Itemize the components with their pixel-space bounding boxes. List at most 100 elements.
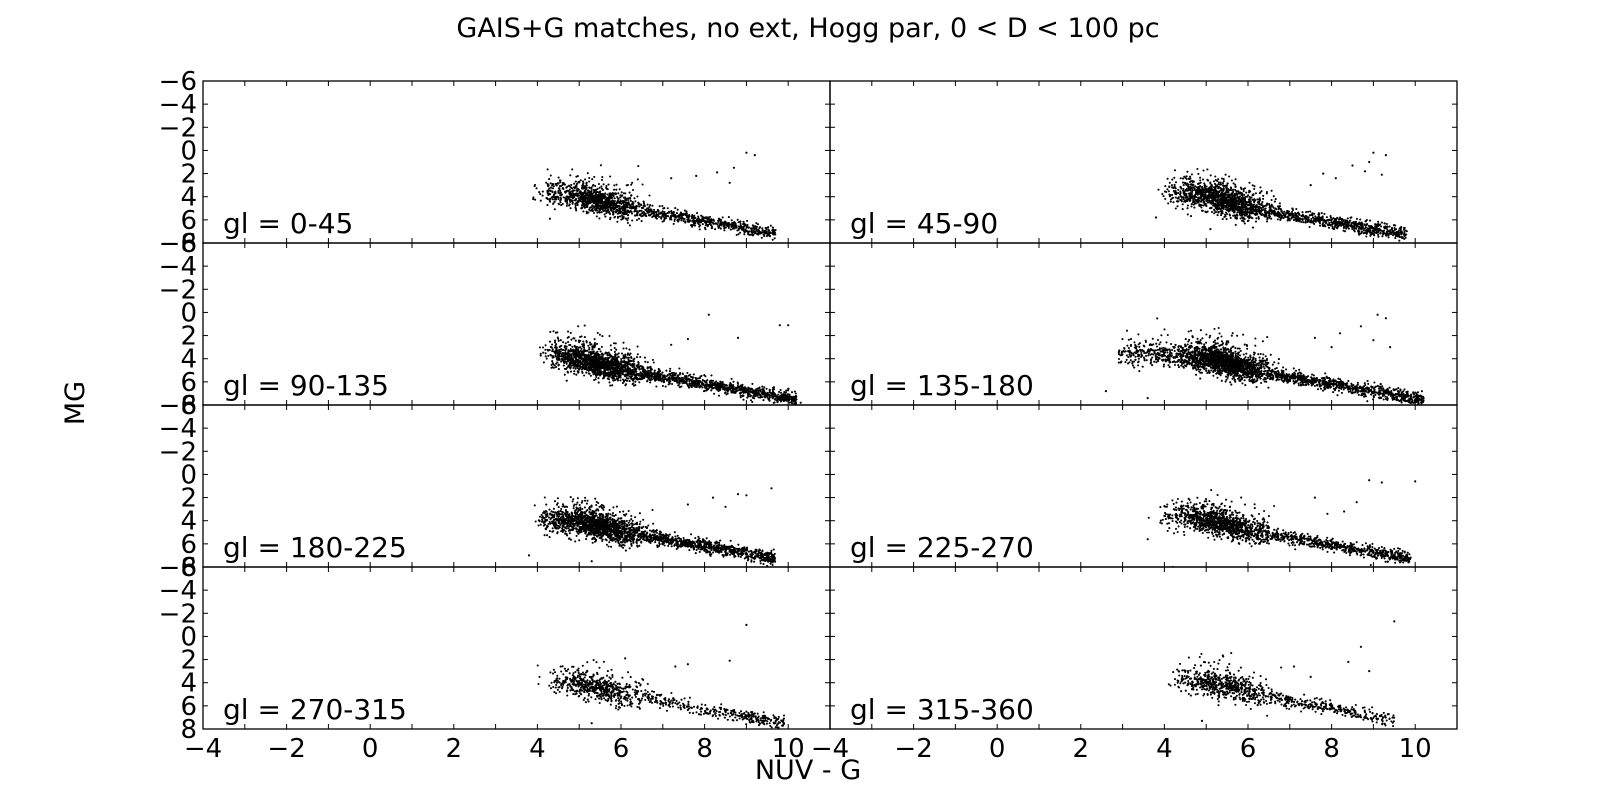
data-point [717,225,720,228]
data-point [576,175,579,178]
data-point [763,229,766,232]
data-point [1285,211,1288,215]
data-point [569,200,572,203]
data-point [794,392,797,395]
data-point [638,205,641,208]
data-point [588,186,591,189]
data-point [1250,196,1253,199]
data-point [593,195,596,198]
data-point [1258,212,1261,215]
data-point [1295,214,1298,217]
data-point [592,211,596,215]
data-point [618,207,621,210]
data-point [587,211,590,214]
data-point [594,191,597,194]
data-point [598,348,601,351]
data-point [557,176,560,179]
data-point [1380,225,1383,228]
data-point [551,348,554,351]
data-point [1181,177,1185,180]
data-point [640,220,643,223]
data-point [1300,214,1303,217]
data-point [1384,234,1387,237]
data-point [566,202,569,205]
data-point [623,200,626,203]
data-point [562,364,565,367]
data-point [1378,224,1381,227]
data-point [1220,203,1223,206]
data-point [1395,233,1398,236]
data-point [633,373,636,376]
data-point [615,183,618,186]
data-point [551,183,554,186]
data-point [628,367,631,370]
data-point [1321,219,1324,222]
data-point [1219,189,1222,192]
data-point [747,226,750,229]
data-point [732,226,735,229]
data-point [1164,197,1167,200]
data-point [620,195,623,198]
data-point [622,196,625,199]
data-point [598,217,601,220]
outlier-point [728,181,731,184]
data-point [1219,201,1222,204]
data-point [662,212,665,215]
data-point [1166,177,1169,180]
data-point [627,217,630,220]
data-point [650,368,653,371]
data-point [1297,218,1300,221]
data-point [601,198,604,201]
outlier-point [548,217,552,220]
data-point [1221,182,1225,185]
data-point [641,365,644,368]
data-point [575,189,578,192]
data-point [700,221,703,224]
data-point [1175,193,1178,196]
data-point [1301,211,1304,214]
data-point [735,225,738,228]
data-point [1391,227,1394,230]
data-point [1403,230,1406,234]
data-point [616,215,620,218]
data-point [1180,187,1183,190]
data-point [771,226,774,229]
data-point [1405,230,1408,233]
data-point [601,188,605,192]
data-point [1201,209,1204,212]
data-point [1203,195,1206,198]
data-point [565,186,568,189]
data-point [1369,219,1372,222]
data-point [1237,202,1241,206]
data-point [608,202,611,205]
data-point [655,217,658,220]
data-point [1360,230,1364,233]
data-point [649,213,652,216]
data-point [580,347,583,350]
data-point [609,208,612,211]
data-point [680,219,683,222]
data-point [1385,232,1389,235]
data-point [742,398,745,401]
data-point [686,371,689,374]
data-point [666,212,669,215]
outlier-point [1380,173,1383,176]
data-point [1266,202,1269,205]
data-point [1357,232,1360,235]
data-point [569,174,572,177]
data-point [1260,190,1263,193]
data-point [549,182,552,185]
data-point [1215,190,1218,193]
data-point [1267,202,1271,206]
data-point [1330,218,1333,221]
data-point [710,389,713,392]
data-point [618,215,622,218]
data-point [1269,209,1272,213]
data-point [640,212,643,215]
data-point [1385,222,1388,226]
data-point [573,182,576,185]
data-point [1320,212,1323,215]
data-point [1283,214,1286,217]
data-point [1240,206,1243,209]
data-point [740,225,743,228]
